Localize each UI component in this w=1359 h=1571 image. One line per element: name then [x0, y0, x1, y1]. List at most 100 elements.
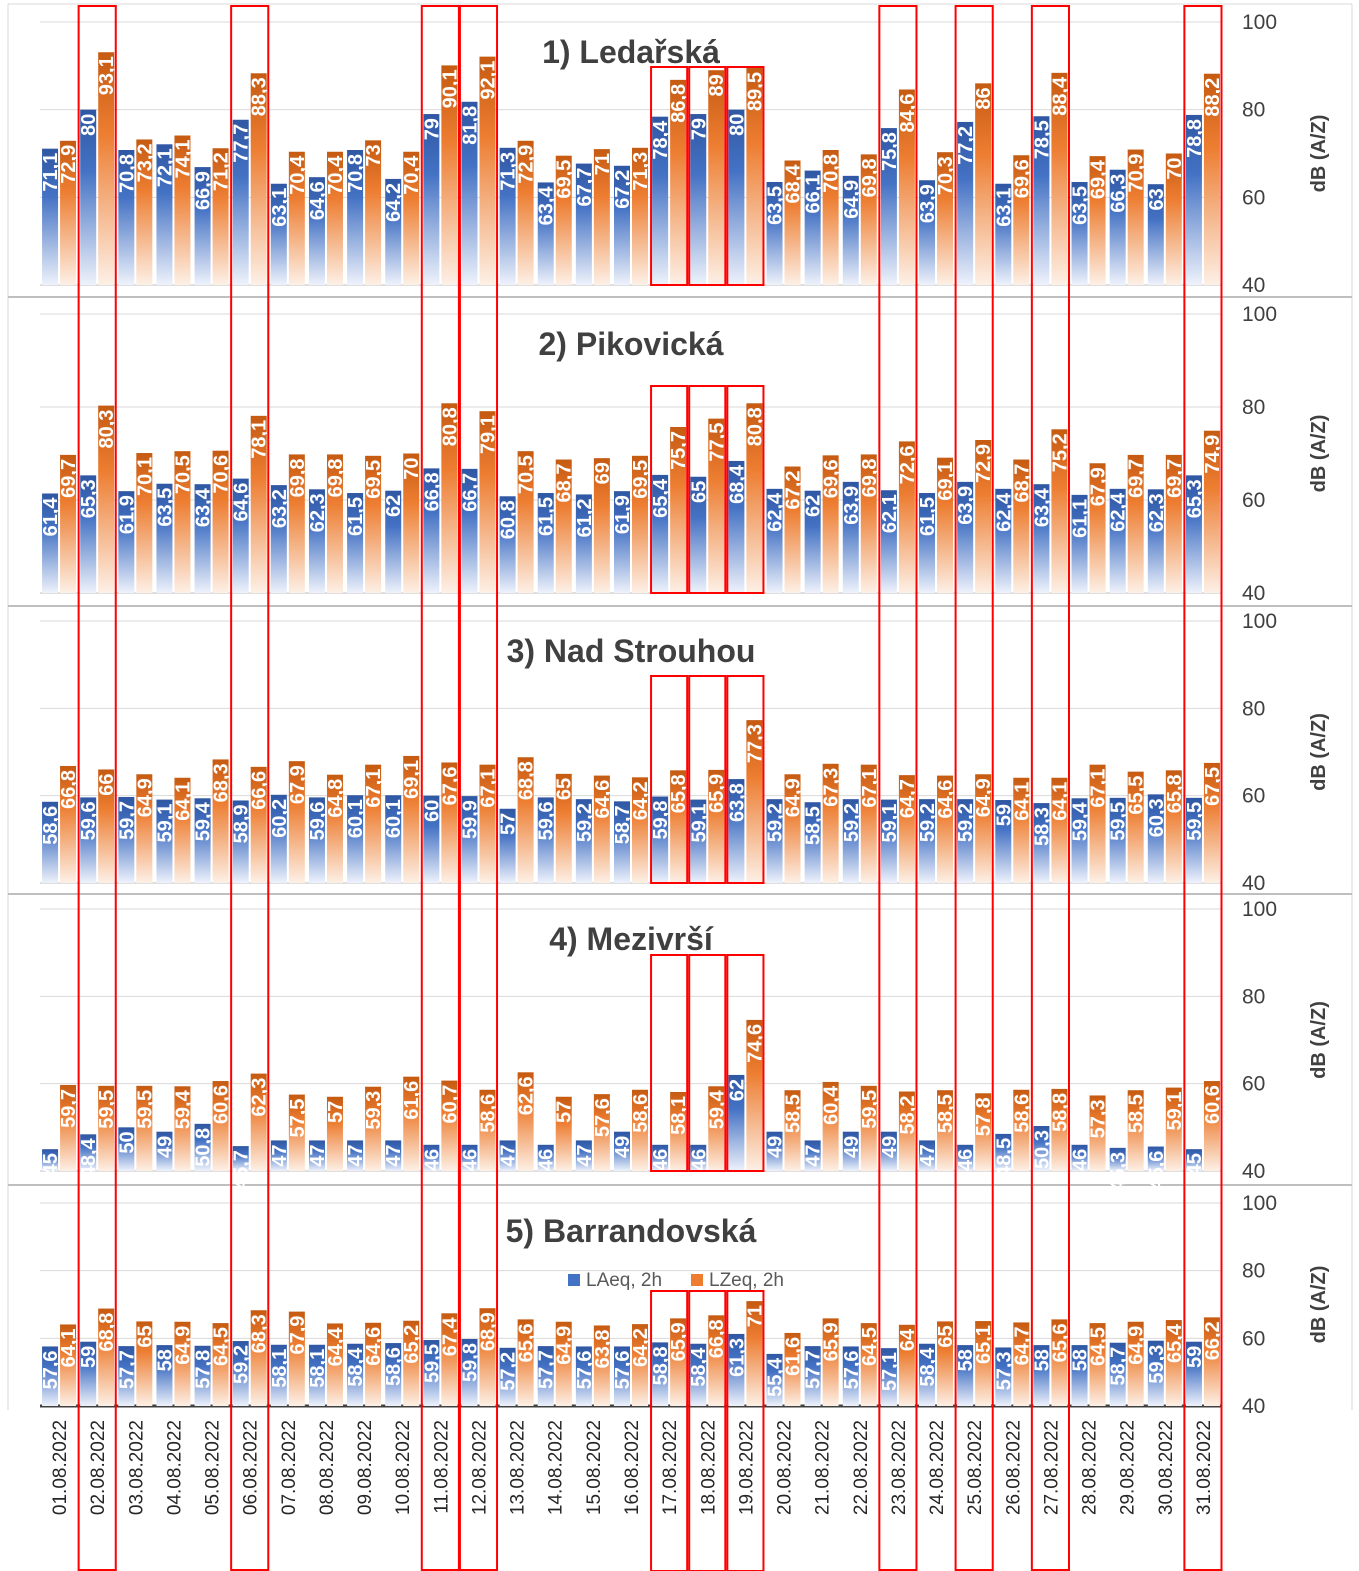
laeq-data-label: 63,2 [269, 489, 291, 528]
laeq-bar [347, 795, 364, 883]
laeq-bar [766, 1131, 783, 1171]
laeq-data-label: 79 [688, 118, 710, 140]
lzeq-data-label: 78,1 [249, 420, 271, 459]
laeq-data-label: 50,8 [193, 1128, 215, 1167]
lzeq-data-label: 69,1 [935, 462, 957, 501]
laeq-bar [842, 1346, 859, 1406]
panel-3: 40 60 80 100 dB (A/Z) 3) Nad Strouhou 58,666,8… [8, 610, 1352, 895]
laeq-bar [575, 1140, 592, 1171]
y-tick-label: 80 [1242, 1260, 1265, 1283]
laeq-data-label: 46 [459, 1149, 481, 1171]
laeq-data-label: 63,1 [269, 188, 291, 227]
laeq-data-label: 58 [1031, 1349, 1053, 1371]
lzeq-bar [822, 1081, 839, 1171]
laeq-bar [995, 183, 1012, 285]
lzeq-bar [326, 774, 343, 883]
y-tick-label: 40 [1242, 274, 1265, 297]
lzeq-bar [1089, 156, 1106, 285]
highlight-box [650, 385, 689, 594]
laeq-bar [880, 799, 897, 883]
x-tick-label: 03.08.2022 [126, 1420, 147, 1515]
laeq-data-label: 59,7 [116, 801, 138, 840]
laeq-bar [766, 799, 783, 883]
lzeq-data-label: 69,7 [58, 459, 80, 498]
lzeq-bar [326, 454, 343, 593]
laeq-bar [690, 1343, 707, 1406]
laeq-data-label: 66,1 [803, 175, 825, 214]
laeq-bar [1109, 488, 1126, 593]
x-tick-label: 18.08.2022 [698, 1420, 719, 1515]
lzeq-bar [975, 1321, 992, 1406]
lzeq-data-label: 65,9 [821, 1322, 843, 1361]
y-axis-label: dB (A/Z) [1308, 1266, 1330, 1344]
lzeq-bar [708, 418, 725, 593]
legend: LAeq, 2h LZeq, 2h [568, 1270, 784, 1291]
laeq-bar [385, 795, 402, 883]
lzeq-data-label: 65,2 [401, 1325, 423, 1364]
lzeq-data-label: 68,7 [554, 464, 576, 503]
highlight-box [688, 66, 727, 286]
laeq-data-label: 59 [1184, 1346, 1206, 1368]
y-tick-label: 100 [1242, 11, 1277, 34]
lzeq-bar [365, 1322, 382, 1406]
lzeq-bar [1089, 1095, 1106, 1171]
laeq-bar [423, 795, 440, 883]
x-tick-label: 02.08.2022 [88, 1420, 109, 1515]
laeq-data-label: 47 [803, 1144, 825, 1166]
laeq-bar [537, 493, 554, 593]
laeq-bar [194, 798, 211, 883]
x-tick-label: 31.08.2022 [1194, 1420, 1215, 1515]
laeq-data-label: 68,4 [726, 464, 748, 504]
laeq-bar [575, 163, 592, 285]
laeq-data-label: 46 [955, 1149, 977, 1171]
lzeq-bar [441, 762, 458, 883]
laeq-bar [842, 1131, 859, 1171]
laeq-data-label: 58,6 [40, 806, 62, 845]
y-axis-label: dB (A/Z) [1308, 115, 1330, 193]
highlight-box [726, 385, 765, 594]
laeq-data-label: 61,5 [345, 497, 367, 536]
lzeq-data-label: 71,3 [630, 152, 652, 191]
laeq-bar [804, 1346, 821, 1406]
laeq-bar [1033, 116, 1050, 285]
lzeq-bar [632, 147, 648, 285]
lzeq-bar [860, 154, 877, 285]
lzeq-data-label: 58,6 [630, 1094, 652, 1133]
laeq-data-label: 59,2 [574, 803, 596, 842]
lzeq-bar [288, 151, 305, 285]
laeq-bar [194, 1345, 211, 1406]
laeq-data-label: 59,1 [154, 804, 176, 843]
lzeq-data-label: 66,6 [249, 771, 271, 810]
laeq-data-label: 59,4 [193, 801, 215, 841]
lzeq-bar [898, 441, 915, 593]
laeq-bar [499, 147, 516, 285]
x-tick-label: 26.08.2022 [1003, 1420, 1024, 1515]
lzeq-bar [136, 139, 153, 285]
lzeq-data-label: 64,2 [630, 1328, 652, 1367]
lzeq-bar [174, 777, 191, 883]
lzeq-data-label: 70,3 [935, 156, 957, 195]
lzeq-bar [822, 149, 839, 285]
laeq-bar [766, 1353, 783, 1406]
x-tick-label: 10.08.2022 [393, 1420, 414, 1515]
laeq-bar [42, 1149, 59, 1171]
laeq-bar [690, 114, 707, 285]
laeq-data-label: 59,2 [841, 803, 863, 842]
lzeq-data-label: 59,3 [363, 1091, 385, 1130]
laeq-bar [652, 1342, 669, 1406]
laeq-bar [728, 1074, 745, 1171]
lzeq-bar [326, 1323, 343, 1406]
lzeq-bar [1203, 1081, 1220, 1171]
y-tick-label: 60 [1242, 1327, 1265, 1350]
lzeq-data-label: 75,7 [668, 431, 690, 470]
lzeq-data-label: 59,4 [706, 1089, 728, 1129]
lzeq-data-label: 62,6 [516, 1076, 538, 1115]
lzeq-data-label: 71,2 [211, 152, 233, 191]
lzeq-bar [479, 764, 496, 883]
lzeq-bar [1013, 459, 1030, 593]
lzeq-data-label: 65 [134, 1325, 156, 1347]
lzeq-bar [1051, 1088, 1068, 1171]
lzeq-data-label: 66 [96, 773, 118, 795]
lzeq-data-label: 77,5 [706, 423, 728, 462]
laeq-bar [385, 178, 402, 285]
